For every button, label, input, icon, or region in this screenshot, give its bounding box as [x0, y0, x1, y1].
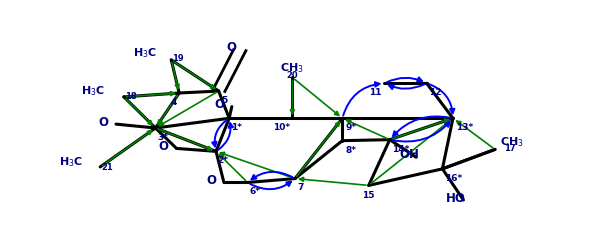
Text: 10*: 10*	[272, 123, 290, 132]
Text: O: O	[214, 98, 224, 111]
Text: 17: 17	[504, 144, 515, 153]
Text: HO: HO	[446, 192, 466, 204]
Text: 19: 19	[172, 54, 183, 63]
Text: 15: 15	[362, 191, 375, 200]
Text: 7: 7	[298, 183, 304, 192]
Text: O: O	[158, 140, 168, 153]
Text: 16*: 16*	[445, 174, 462, 183]
Text: 21: 21	[101, 163, 113, 172]
Text: H$_3$C: H$_3$C	[133, 46, 157, 60]
Text: 20: 20	[287, 71, 298, 80]
Text: O: O	[206, 174, 216, 187]
Text: 1*: 1*	[230, 123, 242, 132]
Text: CH$_3$: CH$_3$	[501, 135, 524, 149]
Text: 12: 12	[429, 88, 441, 97]
Text: H$_3$C: H$_3$C	[59, 155, 83, 169]
Text: 5: 5	[221, 96, 228, 105]
Text: CH$_3$: CH$_3$	[281, 61, 304, 75]
Text: 11: 11	[369, 88, 382, 97]
Text: 13*: 13*	[456, 123, 473, 132]
Text: 4: 4	[170, 98, 177, 107]
Text: O: O	[98, 116, 108, 129]
Text: 18: 18	[125, 92, 137, 101]
Text: 14*: 14*	[392, 144, 410, 154]
Text: 2*: 2*	[217, 156, 229, 165]
Text: OH: OH	[400, 148, 420, 161]
Text: H$_3$C: H$_3$C	[82, 84, 105, 98]
Text: 9*: 9*	[345, 123, 356, 132]
Text: 6*: 6*	[249, 187, 260, 196]
Text: O: O	[227, 41, 237, 54]
Text: 3*: 3*	[157, 133, 168, 142]
Text: 8*: 8*	[345, 145, 356, 155]
